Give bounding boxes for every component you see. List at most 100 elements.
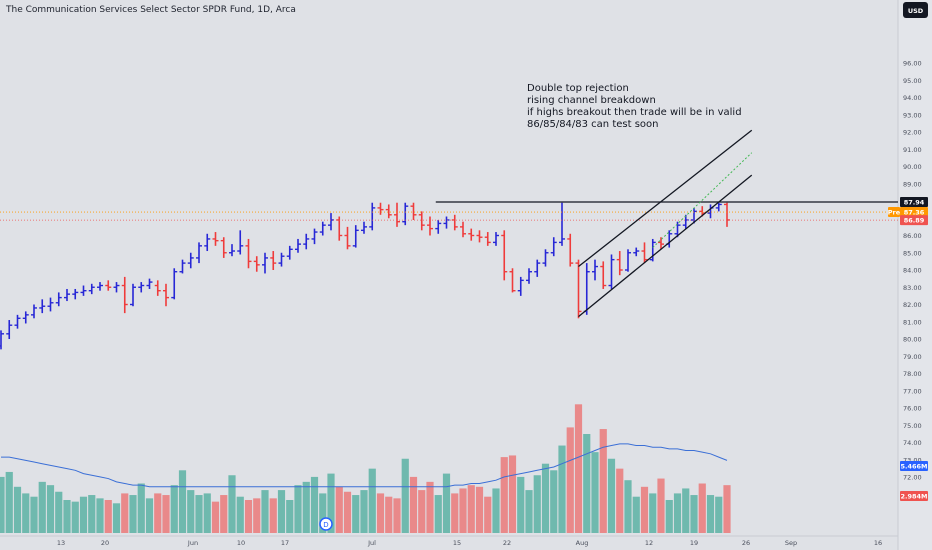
ohlc-bar-up [625,249,631,272]
x-tick-label: 10 [237,539,245,547]
volume-bar [467,485,475,533]
usd-button-label: USD [908,7,924,15]
ohlc-bar-up [0,330,4,350]
last-price-tag: 86.89 [900,215,928,226]
annotation-line-4: 86/85/84/83 can test soon [527,119,659,130]
ohlc-bar-down [418,211,425,231]
ohlc-bar-down [460,221,466,238]
volume-bar [640,486,649,533]
usd-button[interactable]: USD [903,2,928,18]
ohlc-bar-up [361,221,367,234]
volume-bar [632,496,640,533]
volume-bar [178,470,187,533]
ohlc-bar-up [649,238,656,262]
ohlc-bar-down [641,242,648,264]
ohlc-bar-up [550,237,557,257]
ohlc-bar-down [616,251,623,276]
volume-bar [302,481,310,533]
volume-bar [137,483,145,533]
chart-title: The Communication Services Select Sector… [5,5,296,15]
volume-bar [228,475,236,533]
volume-bar [682,488,690,533]
ohlc-bar-up [64,288,70,302]
resistance-price-tag-text: 87.94 [904,199,925,207]
volume-bar [360,490,368,533]
y-tick-label: 86.00 [903,232,922,240]
volume-bar [434,495,442,533]
pre-market-label-tag-text: Pre [888,209,901,217]
volume-bar [583,434,591,533]
volume-bar [418,490,426,533]
volume-bar [352,495,360,533]
volume-ma-tag-bg [900,461,928,471]
volume-bar [253,498,261,533]
ohlc-bar-up [31,304,37,319]
ohlc-bar-down [468,228,475,241]
volume-bar [195,495,203,533]
y-tick-label: 82.00 [903,301,922,309]
volume-bar [277,490,286,533]
volume-bar [401,458,409,533]
ohlc-bar-up [179,259,186,274]
y-tick-label: 92.00 [903,129,922,137]
ohlc-bar-up [187,252,194,269]
y-tick-label: 75.00 [903,422,922,430]
plot-background [0,0,898,550]
dividend-event-marker[interactable]: D [319,517,333,531]
volume-bar [558,445,566,533]
x-tick-label: 15 [453,539,461,547]
ohlc-bar-up [146,278,153,289]
volume-last-tag: 2.984M [900,491,928,501]
channel-upper-line[interactable] [578,129,753,268]
y-tick-label: 89.00 [903,180,922,188]
ohlc-bar-up [171,268,178,300]
y-tick-label: 96.00 [903,60,922,68]
volume-bar [220,495,228,533]
volume-bar [170,485,178,533]
volume-bar [607,458,616,533]
volume-bar [591,452,599,533]
volume-bar [649,493,657,533]
volume-bar [376,493,385,533]
y-tick-label: 77.00 [903,387,922,395]
volume-bar [203,493,211,533]
annotation-line-1: Double top rejection [527,83,629,94]
ohlc-bar-down [501,230,508,281]
pre-market-price-tag-text: 87.36 [904,209,925,217]
pre-market-label-tag: Pre [888,207,901,218]
ohlc-bar-up [559,202,565,246]
volume-bar [409,476,418,533]
volume-bar [616,468,624,533]
pre-market-price-tag: 87.36 [900,207,928,218]
volume-bar [698,483,706,533]
channel-lower-line[interactable] [578,174,753,318]
volume-bar [673,493,682,533]
volume-bar [294,485,302,533]
ohlc-bar-down [509,268,516,293]
resistance-price-tag: 87.94 [900,197,928,208]
last-price-tag-text: 86.89 [904,217,925,225]
pre-market-label-tag-bg [888,207,900,218]
volume-bar [500,457,508,533]
ohlc-bar-up [435,219,442,234]
ohlc-bar-up [542,249,549,267]
y-tick-label: 90.00 [903,163,922,171]
ohlc-bar-up [229,244,235,257]
volume-bar [599,429,607,533]
ohlc-bar-up [14,314,21,329]
volume-ma-tag: 5.466M [900,461,928,471]
volume-bar [112,503,121,533]
ohlc-bar-up [311,228,318,245]
volume-bar [55,491,63,533]
volume-bar [327,473,335,533]
ohlc-bar-down [484,232,491,246]
x-tick-label: 17 [281,539,289,547]
y-tick-label: 73.00 [903,456,922,464]
ohlc-bar-down [410,202,417,220]
y-tick-label: 72.00 [903,474,922,482]
volume-bar [30,496,38,533]
volume-bar [550,470,558,533]
volume-bar [5,471,13,533]
